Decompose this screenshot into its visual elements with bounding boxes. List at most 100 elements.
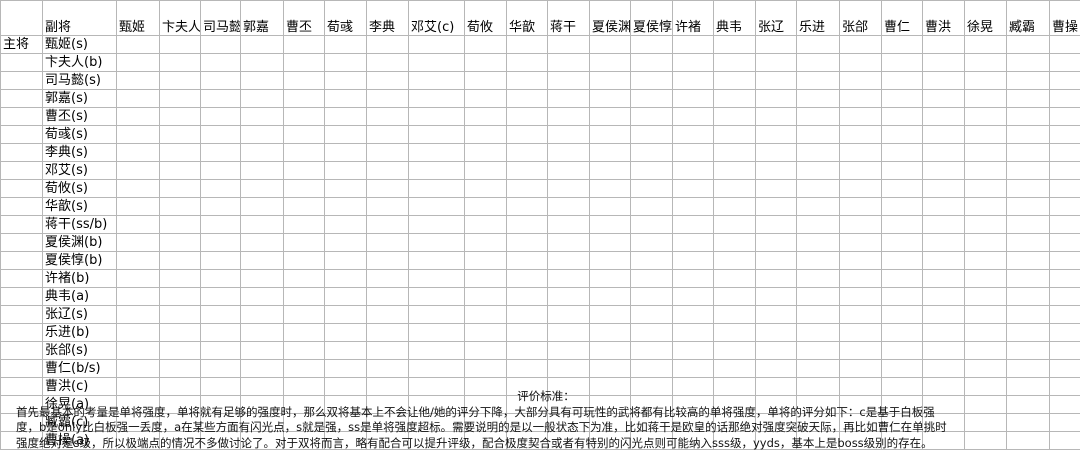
rating-cell xyxy=(159,269,201,288)
rating-cell xyxy=(324,143,367,162)
rating-cell xyxy=(796,359,840,378)
rating-cell xyxy=(630,269,673,288)
rating-cell xyxy=(200,305,241,324)
rating-cell xyxy=(839,179,882,198)
rating-cell xyxy=(547,89,590,108)
rating-cell xyxy=(796,107,840,126)
rating-cell xyxy=(366,179,409,198)
rating-cell xyxy=(964,251,1007,270)
row-header: 蒋干(ss/b) xyxy=(42,215,117,234)
rating-cell xyxy=(240,215,284,234)
column-header: 曹丕 xyxy=(283,0,325,36)
rating-cell xyxy=(1049,287,1080,306)
row-header: 李典(s) xyxy=(42,143,117,162)
rating-cell xyxy=(922,125,965,144)
rating-cell xyxy=(1006,125,1050,144)
rating-cell xyxy=(200,233,241,252)
rating-cell xyxy=(881,143,923,162)
row-header: 郭嘉(s) xyxy=(42,89,117,108)
rating-cell xyxy=(672,305,714,324)
rating-cell xyxy=(1049,89,1080,108)
rating-cell xyxy=(589,251,631,270)
rating-cell xyxy=(713,71,756,90)
rating-cell xyxy=(159,161,201,180)
rating-cell xyxy=(464,323,507,342)
rating-cell xyxy=(547,179,590,198)
rating-cell xyxy=(672,341,714,360)
rating-cell xyxy=(366,53,409,72)
rating-cell xyxy=(881,233,923,252)
row-header: 曹丕(s) xyxy=(42,107,117,126)
rating-cell xyxy=(755,341,797,360)
blank-cell xyxy=(0,197,43,216)
blank-cell xyxy=(0,125,43,144)
rating-cell xyxy=(630,197,673,216)
rating-cell xyxy=(589,179,631,198)
rating-cell xyxy=(324,53,367,72)
row-header: 曹操(a) xyxy=(42,431,117,450)
rating-cell xyxy=(922,305,965,324)
note-line: 度，b是only比白板强一丢度，a在某些方面有闪光点，s就是强，ss是单将强度超… xyxy=(16,420,947,434)
rating-cell xyxy=(1049,179,1080,198)
rating-cell xyxy=(881,107,923,126)
rating-cell xyxy=(366,269,409,288)
table-row: 司马懿(s) xyxy=(0,71,1080,90)
rating-cell xyxy=(922,161,965,180)
rating-cell xyxy=(547,233,590,252)
table-row: 曹操(a) xyxy=(0,431,1080,450)
rating-cell xyxy=(672,359,714,378)
row-header: 华歆(s) xyxy=(42,197,117,216)
note-line: 首先最基本的考量是单将强度，单将就有足够的强度时，那么双将基本上不会让他/她的评… xyxy=(16,404,935,419)
rating-cell xyxy=(324,35,367,54)
rating-cell xyxy=(506,89,548,108)
rating-cell xyxy=(547,53,590,72)
rating-cell xyxy=(159,359,201,378)
rating-cell xyxy=(922,323,965,342)
rating-cell xyxy=(240,53,284,72)
table-row: 曹丕(s) xyxy=(0,107,1080,126)
rating-cell xyxy=(796,35,840,54)
table-row: 卞夫人(b) xyxy=(0,53,1080,72)
rating-cell xyxy=(240,359,284,378)
rating-cell xyxy=(408,35,465,54)
column-header: 曹洪 xyxy=(922,0,965,36)
rating-cell xyxy=(755,143,797,162)
rating-cell xyxy=(464,107,507,126)
row-header: 许褚(b) xyxy=(42,269,117,288)
rating-cell xyxy=(116,179,160,198)
rating-cell xyxy=(1049,431,1080,450)
rating-cell xyxy=(1049,125,1080,144)
rating-cell xyxy=(200,89,241,108)
rating-cell xyxy=(506,107,548,126)
rating-cell xyxy=(796,215,840,234)
rating-cell xyxy=(408,305,465,324)
column-header: 邓艾(c) xyxy=(408,0,465,36)
rating-cell xyxy=(1049,269,1080,288)
rating-cell xyxy=(881,125,923,144)
rating-cell xyxy=(159,35,201,54)
rating-cell xyxy=(366,35,409,54)
rating-cell xyxy=(796,197,840,216)
rating-cell xyxy=(324,305,367,324)
rating-cell xyxy=(200,287,241,306)
blank-cell xyxy=(0,305,43,324)
header-row: 副将 甄姬 卞夫人 司马懿 郭嘉 曹丕 荀彧 李典 邓艾(c) 荀攸 华歆 蒋干 夏侯渊 夏侯惇 许褚 典韦张… xyxy=(0,0,1080,36)
rating-cell xyxy=(366,323,409,342)
rating-cell xyxy=(1006,53,1050,72)
rating-cell xyxy=(1006,107,1050,126)
rating-cell xyxy=(630,35,673,54)
rating-cell xyxy=(408,107,465,126)
rating-cell xyxy=(713,215,756,234)
rating-cell xyxy=(755,179,797,198)
rating-cell xyxy=(240,143,284,162)
rating-cell xyxy=(1049,323,1080,342)
column-header: 张辽 xyxy=(755,0,797,36)
rating-cell xyxy=(672,35,714,54)
rating-cell xyxy=(408,287,465,306)
rating-cell xyxy=(589,323,631,342)
rating-cell xyxy=(1049,215,1080,234)
rating-cell xyxy=(324,269,367,288)
rating-cell xyxy=(839,197,882,216)
rating-cell xyxy=(964,71,1007,90)
rating-cell xyxy=(713,287,756,306)
